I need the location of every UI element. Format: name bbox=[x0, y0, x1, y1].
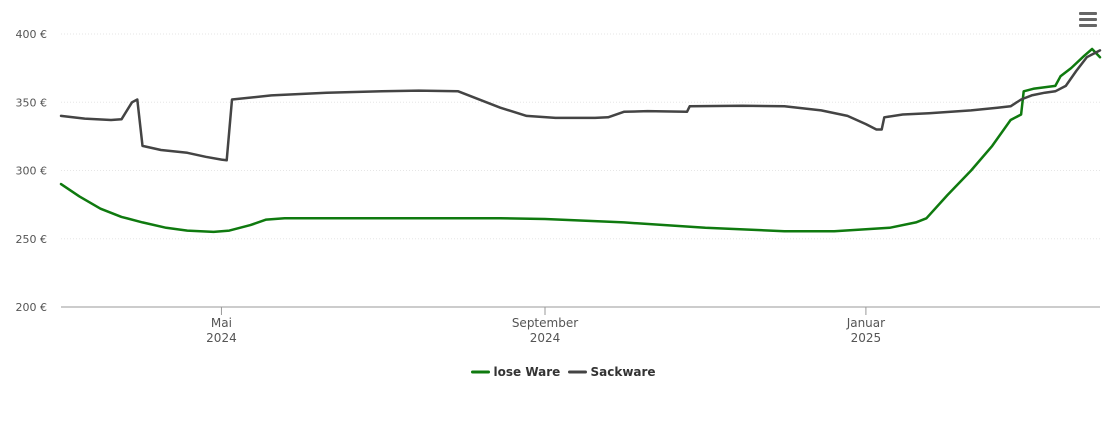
series bbox=[59, 47, 1102, 234]
x-tick-label: September bbox=[512, 316, 578, 330]
grid bbox=[61, 33, 1100, 240]
legend-item[interactable]: Sackware bbox=[568, 365, 656, 379]
y-tick-label: 200 € bbox=[16, 301, 48, 314]
series-line-2[interactable] bbox=[59, 49, 1102, 162]
y-tick-label: 400 € bbox=[16, 28, 48, 41]
series-line-1[interactable] bbox=[59, 47, 1102, 234]
x-tick-label: 2024 bbox=[206, 331, 237, 345]
legend-label: lose Ware bbox=[494, 365, 561, 379]
axes: 200 €250 €300 €350 €400 €Mai2024Septembe… bbox=[16, 28, 1100, 345]
legend-item[interactable]: lose Ware bbox=[471, 365, 561, 379]
x-tick-label: 2024 bbox=[530, 331, 561, 345]
x-tick-label: Januar bbox=[846, 316, 885, 330]
y-tick-label: 250 € bbox=[16, 233, 48, 246]
y-tick-label: 300 € bbox=[16, 165, 48, 178]
x-tick-label: 2025 bbox=[851, 331, 882, 345]
x-tick-label: Mai bbox=[211, 316, 232, 330]
legend-label: Sackware bbox=[591, 365, 656, 379]
y-tick-label: 350 € bbox=[16, 96, 48, 109]
legend: lose Ware Sackware bbox=[471, 365, 656, 379]
menu-icon[interactable] bbox=[1076, 12, 1100, 32]
